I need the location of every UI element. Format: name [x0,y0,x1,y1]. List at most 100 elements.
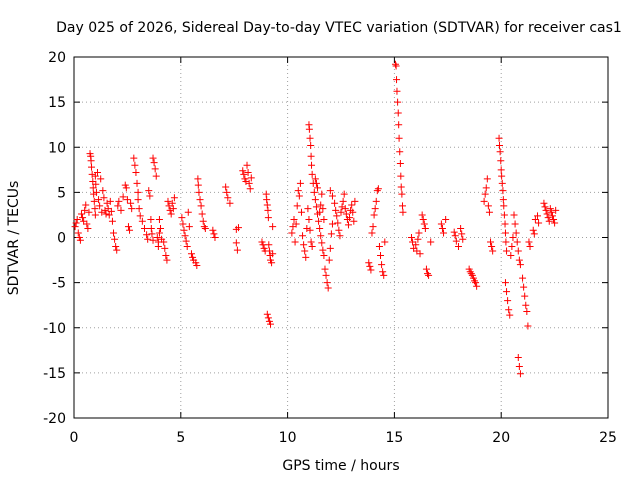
data-point [467,270,475,278]
data-point [163,256,171,264]
data-point [381,238,389,246]
data-point [397,172,405,180]
data-point [316,224,324,232]
data-point [149,154,157,162]
y-tick-label: -20 [43,411,66,427]
data-point [322,271,330,279]
data-point [88,170,96,178]
data-point [510,211,518,219]
data-point [136,212,144,220]
data-point [552,206,560,214]
data-point [515,363,523,371]
data-point [458,230,466,238]
data-point [193,261,201,269]
data-point [232,239,240,247]
data-point [147,215,155,223]
data-point [269,250,277,258]
data-point [514,354,522,362]
data-point [263,310,271,318]
data-point [507,252,515,260]
y-tick-label: 0 [57,231,66,247]
data-point [302,253,310,261]
data-point [503,288,511,296]
data-point [181,232,189,240]
data-point [107,207,115,215]
data-point [521,292,529,300]
data-point [197,202,205,210]
data-point [73,215,81,223]
data-point [211,234,219,241]
data-point [71,223,79,231]
data-point [395,121,403,129]
data-point [399,208,407,216]
data-point [154,243,162,251]
data-point [407,234,415,241]
data-point [489,247,497,255]
data-points [71,60,560,378]
data-point [472,279,480,287]
data-point [82,201,90,209]
data-point [91,172,99,180]
data-point [303,224,311,232]
data-point [134,188,142,196]
data-point [128,205,136,213]
data-point [425,271,433,279]
data-point [199,217,207,225]
data-point [442,215,450,223]
data-point [370,211,378,219]
y-tick-label: 20 [48,50,66,66]
data-point [264,206,272,214]
data-point [454,243,462,251]
data-point [126,226,134,234]
data-point [76,236,84,244]
data-point [264,214,272,222]
data-point [328,220,336,228]
data-point [327,230,335,238]
data-point [497,166,505,174]
data-point [348,201,356,209]
data-point [291,238,299,246]
data-point [155,229,163,237]
data-point [100,194,108,202]
data-point [459,235,467,243]
data-point [95,196,103,204]
data-point [146,192,154,200]
data-point [110,229,118,237]
data-point [525,238,533,246]
data-point [372,197,380,205]
data-point [294,187,302,195]
data-point [350,217,358,225]
data-point [519,274,527,282]
data-point [144,235,152,243]
data-point [178,214,186,222]
data-point [264,314,272,322]
data-point [123,196,131,204]
data-point [106,197,114,205]
data-point [513,238,521,246]
data-point [245,179,253,187]
data-point [321,265,329,273]
data-point [473,282,481,290]
data-point [307,152,315,160]
x-axis-label: GPS time / hours [282,458,399,474]
data-point [244,169,252,177]
data-point [418,211,426,219]
data-point [498,172,506,180]
data-point [209,226,217,234]
data-point [182,237,190,245]
data-point [88,163,96,171]
data-point [516,261,524,269]
data-point [132,169,140,177]
data-point [483,175,491,183]
data-point [316,208,324,216]
data-point [488,243,496,251]
data-point [296,179,304,187]
data-point [522,301,530,309]
data-point [288,229,296,237]
data-point [222,183,230,191]
axis-ticks [73,56,609,419]
data-point [380,271,388,279]
data-point [201,224,209,232]
y-tick-label: -5 [52,276,66,292]
